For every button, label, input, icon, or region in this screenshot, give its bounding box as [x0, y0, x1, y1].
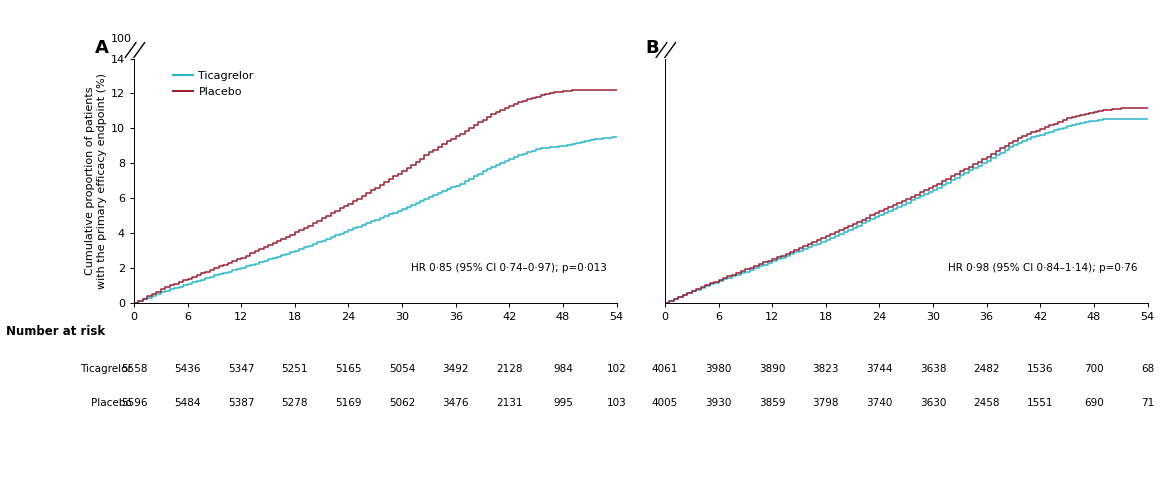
Legend: Ticagrelor, Placebo: Ticagrelor, Placebo — [169, 66, 259, 101]
Text: 3476: 3476 — [443, 398, 469, 407]
Text: 1536: 1536 — [1028, 364, 1053, 373]
Text: 5596: 5596 — [121, 398, 147, 407]
Text: 3740: 3740 — [867, 398, 892, 407]
Text: 5054: 5054 — [389, 364, 415, 373]
Text: 3798: 3798 — [812, 398, 839, 407]
Text: 100: 100 — [111, 34, 132, 44]
Text: 5169: 5169 — [336, 398, 362, 407]
Text: 690: 690 — [1083, 398, 1103, 407]
Text: Ticagrelor: Ticagrelor — [79, 364, 132, 373]
Text: B: B — [645, 39, 659, 57]
Text: 5062: 5062 — [389, 398, 415, 407]
Text: 700: 700 — [1085, 364, 1103, 373]
Text: Placebo: Placebo — [91, 398, 132, 407]
Text: 103: 103 — [607, 398, 627, 407]
Text: Number at risk: Number at risk — [6, 325, 105, 338]
Text: 2482: 2482 — [974, 364, 1000, 373]
Text: 68: 68 — [1141, 364, 1155, 373]
Text: 3638: 3638 — [919, 364, 946, 373]
Text: 5251: 5251 — [282, 364, 308, 373]
Text: 4061: 4061 — [651, 364, 678, 373]
Text: 71: 71 — [1141, 398, 1155, 407]
Text: 5484: 5484 — [175, 398, 200, 407]
Text: 5436: 5436 — [175, 364, 200, 373]
Text: 3930: 3930 — [705, 398, 732, 407]
Text: HR 0·85 (95% CI 0·74–0·97); p=0·013: HR 0·85 (95% CI 0·74–0·97); p=0·013 — [411, 264, 607, 273]
Text: 5278: 5278 — [282, 398, 308, 407]
Y-axis label: Cumulative proportion of patients
with the primary efficacy endpoint (%): Cumulative proportion of patients with t… — [85, 73, 107, 288]
Text: 3823: 3823 — [812, 364, 839, 373]
Text: 3890: 3890 — [758, 364, 785, 373]
Text: 3492: 3492 — [443, 364, 469, 373]
Text: HR 0·98 (95% CI 0·84–1·14); p=0·76: HR 0·98 (95% CI 0·84–1·14); p=0·76 — [948, 264, 1138, 273]
Text: 4005: 4005 — [651, 398, 678, 407]
Text: 984: 984 — [553, 364, 573, 373]
Text: A: A — [96, 39, 110, 57]
Text: 3980: 3980 — [705, 364, 732, 373]
Text: 3859: 3859 — [758, 398, 785, 407]
Text: 3744: 3744 — [866, 364, 892, 373]
Text: 2458: 2458 — [974, 398, 1000, 407]
Text: 5347: 5347 — [228, 364, 254, 373]
Text: 5387: 5387 — [228, 398, 254, 407]
Text: 3630: 3630 — [920, 398, 946, 407]
Text: 102: 102 — [607, 364, 627, 373]
Text: 2128: 2128 — [496, 364, 523, 373]
Text: 5165: 5165 — [336, 364, 362, 373]
Text: 1551: 1551 — [1028, 398, 1053, 407]
Text: 5558: 5558 — [121, 364, 147, 373]
Text: 2131: 2131 — [496, 398, 523, 407]
Text: 995: 995 — [553, 398, 573, 407]
